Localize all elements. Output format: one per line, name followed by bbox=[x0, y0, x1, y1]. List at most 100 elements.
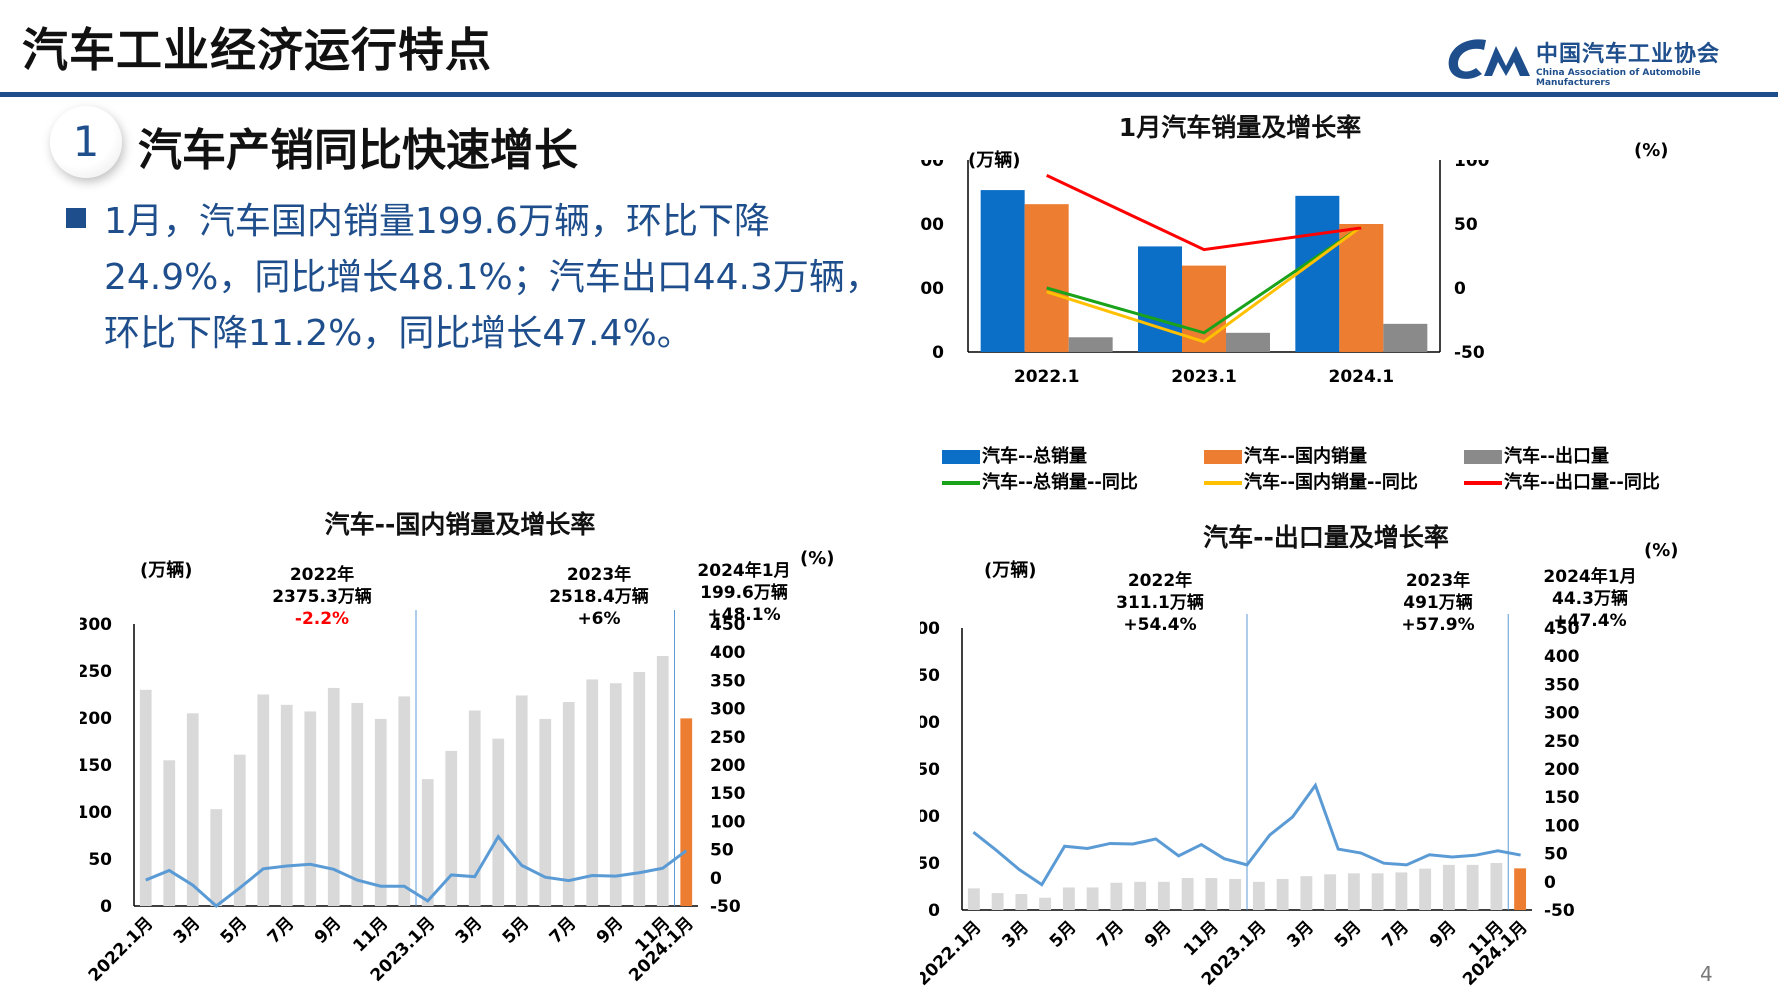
chart3-right-tick: 350 bbox=[1544, 675, 1580, 695]
chart1-bar bbox=[1295, 195, 1340, 352]
chart1-line-0 bbox=[1046, 225, 1363, 335]
chart1-bar bbox=[1138, 246, 1182, 352]
chart2-right-tick: 450 bbox=[710, 615, 746, 635]
chart3-bar bbox=[1466, 864, 1479, 910]
chart3-bar bbox=[1347, 873, 1360, 910]
chart2-bar bbox=[304, 711, 317, 906]
chart2-bar bbox=[633, 671, 646, 906]
chart3-bar bbox=[1181, 878, 1194, 910]
chart1-right-tick: 50 bbox=[1454, 215, 1478, 235]
chart3-x-label: 11月 bbox=[1180, 917, 1223, 960]
chart3-x-label: 7月 bbox=[1378, 917, 1413, 952]
chart3-bar bbox=[1134, 881, 1147, 910]
caam-logo-icon bbox=[1448, 39, 1530, 79]
chart3-bar bbox=[1371, 873, 1384, 910]
chart2-right-unit: (%) bbox=[800, 548, 835, 569]
chart2-bar bbox=[539, 718, 552, 906]
chart2-bar bbox=[398, 696, 411, 906]
chart2-bar bbox=[139, 689, 152, 906]
chart3-x-label: 5月 bbox=[1046, 917, 1081, 952]
chart3-bar bbox=[1205, 878, 1218, 910]
chart2-plot: 0 50 100 150 200 250 300 -50 0 50 100 150 200 250 300 3… bbox=[80, 610, 746, 986]
legend-export: 汽车--出口量 bbox=[1464, 442, 1609, 468]
chart3-annotation-2022: 2022年 311.1万辆 +54.4% bbox=[1100, 570, 1220, 636]
chart3-right-tick: 0 bbox=[1544, 873, 1556, 893]
section-number-badge: 1 bbox=[50, 106, 122, 178]
chart2-left-tick: 0 bbox=[100, 897, 112, 917]
chart2-left-tick: 50 bbox=[88, 850, 112, 870]
chart1-bar bbox=[1182, 265, 1226, 352]
chart2-growth-line bbox=[145, 834, 688, 908]
chart3-right-tick: 50 bbox=[1544, 845, 1568, 865]
annotation-year: 2024年1月 bbox=[1543, 567, 1637, 587]
chart2-x-label: 11月 bbox=[349, 913, 392, 956]
chart2-x-label: 2022.1月 bbox=[85, 913, 158, 986]
legend-label: 汽车--国内销量 bbox=[1244, 446, 1367, 467]
chart1-left-tick: 300 bbox=[920, 160, 944, 171]
chart2-left-tick: 150 bbox=[80, 756, 112, 776]
chart2-right-tick: 100 bbox=[710, 812, 746, 832]
chart2-x-label: 9月 bbox=[311, 913, 346, 948]
page-title: 汽车工业经济运行特点 bbox=[22, 23, 492, 77]
chart3-bar bbox=[1395, 872, 1408, 910]
annotation-growth: +47.4% bbox=[1553, 611, 1627, 631]
chart3-x-label: 3月 bbox=[1283, 917, 1318, 952]
legend-swatch-blue bbox=[942, 450, 980, 464]
chart3-right-tick: 200 bbox=[1544, 760, 1580, 780]
chart2-left-tick: 300 bbox=[80, 615, 112, 635]
chart3-left-tick: 250 bbox=[920, 666, 940, 686]
chart3-right-tick: 250 bbox=[1544, 732, 1580, 752]
chart2-right-tick: 0 bbox=[710, 869, 722, 889]
chart2-bar bbox=[327, 687, 340, 906]
chart3-bar bbox=[1157, 881, 1170, 910]
chart3-bar bbox=[1300, 876, 1313, 910]
chart2-bar bbox=[445, 750, 458, 906]
chart2-bar bbox=[562, 702, 575, 906]
chart1-line-2 bbox=[1046, 174, 1362, 252]
section-title: 汽车产销同比快速增长 bbox=[138, 125, 578, 176]
chart3-bar bbox=[1490, 863, 1503, 910]
annotation-value: 491万辆 bbox=[1403, 593, 1473, 613]
annotation-value: 2518.4万辆 bbox=[549, 587, 649, 607]
title-rule bbox=[0, 92, 1778, 97]
chart3-plot: 0 50 100 150 200 250 300 -50 0 50 100 150 200 250 300 3… bbox=[920, 614, 1580, 990]
chart3-bar bbox=[967, 888, 980, 910]
chart2-annotation-2024: 2024年1月 199.6万辆 +48.1% bbox=[684, 560, 804, 626]
annotation-year: 2023年 bbox=[566, 565, 632, 585]
chart1-left-tick: 0 bbox=[932, 343, 944, 363]
chart2-bar bbox=[515, 695, 528, 906]
chart3-bar bbox=[1252, 881, 1265, 910]
chart1-bar bbox=[1024, 204, 1069, 352]
chart2-bar bbox=[656, 655, 669, 906]
annotation-year: 2024年1月 bbox=[697, 561, 791, 581]
chart3-left-tick: 300 bbox=[920, 619, 940, 639]
chart3-right-unit: (%) bbox=[1644, 540, 1679, 561]
chart1-plot: 0 100 200 300 -50 0 50 100 2022.1 2023.1 2024.1 bbox=[920, 160, 1490, 387]
annotation-value: 2375.3万辆 bbox=[272, 587, 372, 607]
chart3-bar bbox=[1229, 878, 1242, 910]
legend-domestic-yoy: 汽车--国内销量--同比 bbox=[1204, 468, 1418, 494]
chart2-annotation-2023: 2023年 2518.4万辆 +6% bbox=[534, 564, 664, 630]
legend-domestic-sales: 汽车--国内销量 bbox=[1204, 442, 1367, 468]
chart3-bar bbox=[991, 893, 1004, 910]
chart2-bar bbox=[609, 683, 622, 906]
chart2-right-tick: 150 bbox=[710, 784, 746, 804]
chart1-bar bbox=[1068, 337, 1113, 352]
annotation-growth: +57.9% bbox=[1401, 615, 1475, 635]
chart3-left-tick: 0 bbox=[928, 901, 940, 921]
chart2-bar bbox=[374, 718, 387, 906]
chart1-right-tick: -50 bbox=[1454, 343, 1485, 363]
chart3-annotation-2024: 2024年1月 44.3万辆 +47.4% bbox=[1530, 566, 1650, 632]
chart1-bar bbox=[1226, 332, 1270, 352]
legend-total-yoy: 汽车--总销量--同比 bbox=[942, 468, 1138, 494]
annotation-year: 2022年 bbox=[1127, 571, 1193, 591]
chart3-left-tick: 100 bbox=[920, 807, 940, 827]
chart2-bar bbox=[210, 809, 223, 906]
annotation-growth: +48.1% bbox=[707, 605, 781, 625]
chart3-bar bbox=[1015, 894, 1028, 910]
legend-export-yoy: 汽车--出口量--同比 bbox=[1464, 468, 1660, 494]
chart3-bar bbox=[1086, 887, 1099, 910]
logo-name-en: China Association of Automobile Manufact… bbox=[1536, 68, 1701, 88]
page-number: 4 bbox=[1700, 962, 1713, 986]
annotation-value: 199.6万辆 bbox=[700, 583, 788, 603]
